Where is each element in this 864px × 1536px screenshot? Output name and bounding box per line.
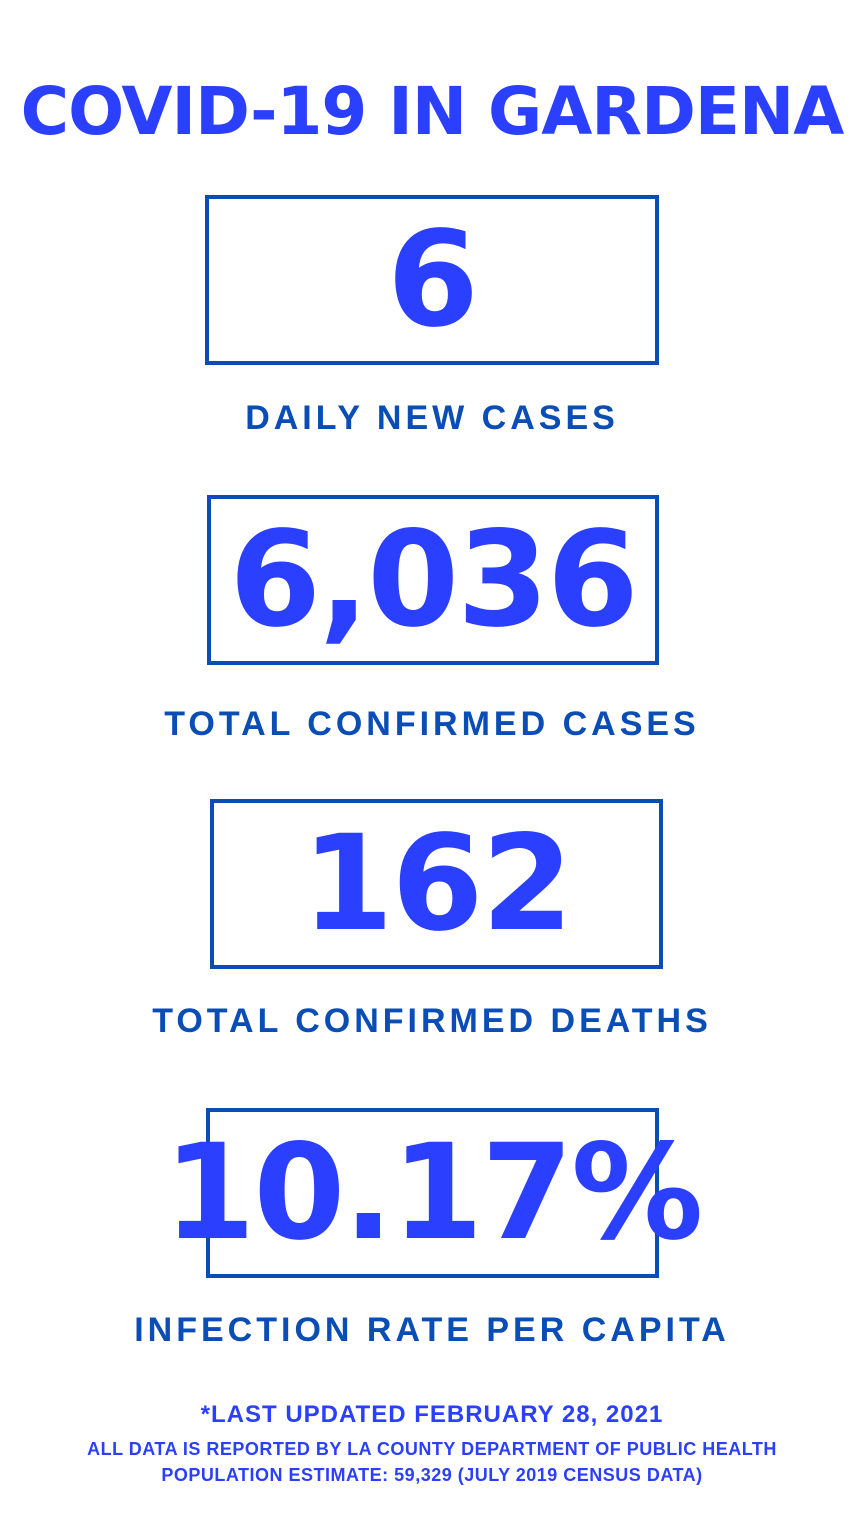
data-source: ALL DATA IS REPORTED BY LA COUNTY DEPART… bbox=[87, 1439, 777, 1459]
stat-box-total-deaths: 162 bbox=[210, 799, 663, 969]
stat-label: INFECTION RATE PER CAPITA bbox=[134, 1311, 730, 1349]
stat-box-daily-new-cases: 6 bbox=[205, 195, 659, 365]
stat-value: 6 bbox=[387, 203, 479, 357]
footer-notes: ALL DATA IS REPORTED BY LA COUNTY DEPART… bbox=[0, 1436, 864, 1488]
population-estimate: POPULATION ESTIMATE: 59,329 (JULY 2019 C… bbox=[161, 1465, 703, 1485]
stat-box-total-cases: 6,036 bbox=[207, 495, 659, 665]
stat-label: TOTAL CONFIRMED DEATHS bbox=[152, 1002, 712, 1040]
stat-label: DAILY NEW CASES bbox=[245, 399, 619, 437]
stat-value: 10.17% bbox=[163, 1116, 704, 1270]
stat-value: 162 bbox=[301, 807, 574, 961]
page-title: COVID-19 IN GARDENA bbox=[20, 73, 845, 150]
last-updated: *LAST UPDATED FEBRUARY 28, 2021 bbox=[200, 1401, 664, 1428]
stat-box-infection-rate: 10.17% bbox=[164, 1108, 703, 1278]
stat-value: 6,036 bbox=[229, 503, 639, 657]
stat-label: TOTAL CONFIRMED CASES bbox=[164, 705, 700, 743]
